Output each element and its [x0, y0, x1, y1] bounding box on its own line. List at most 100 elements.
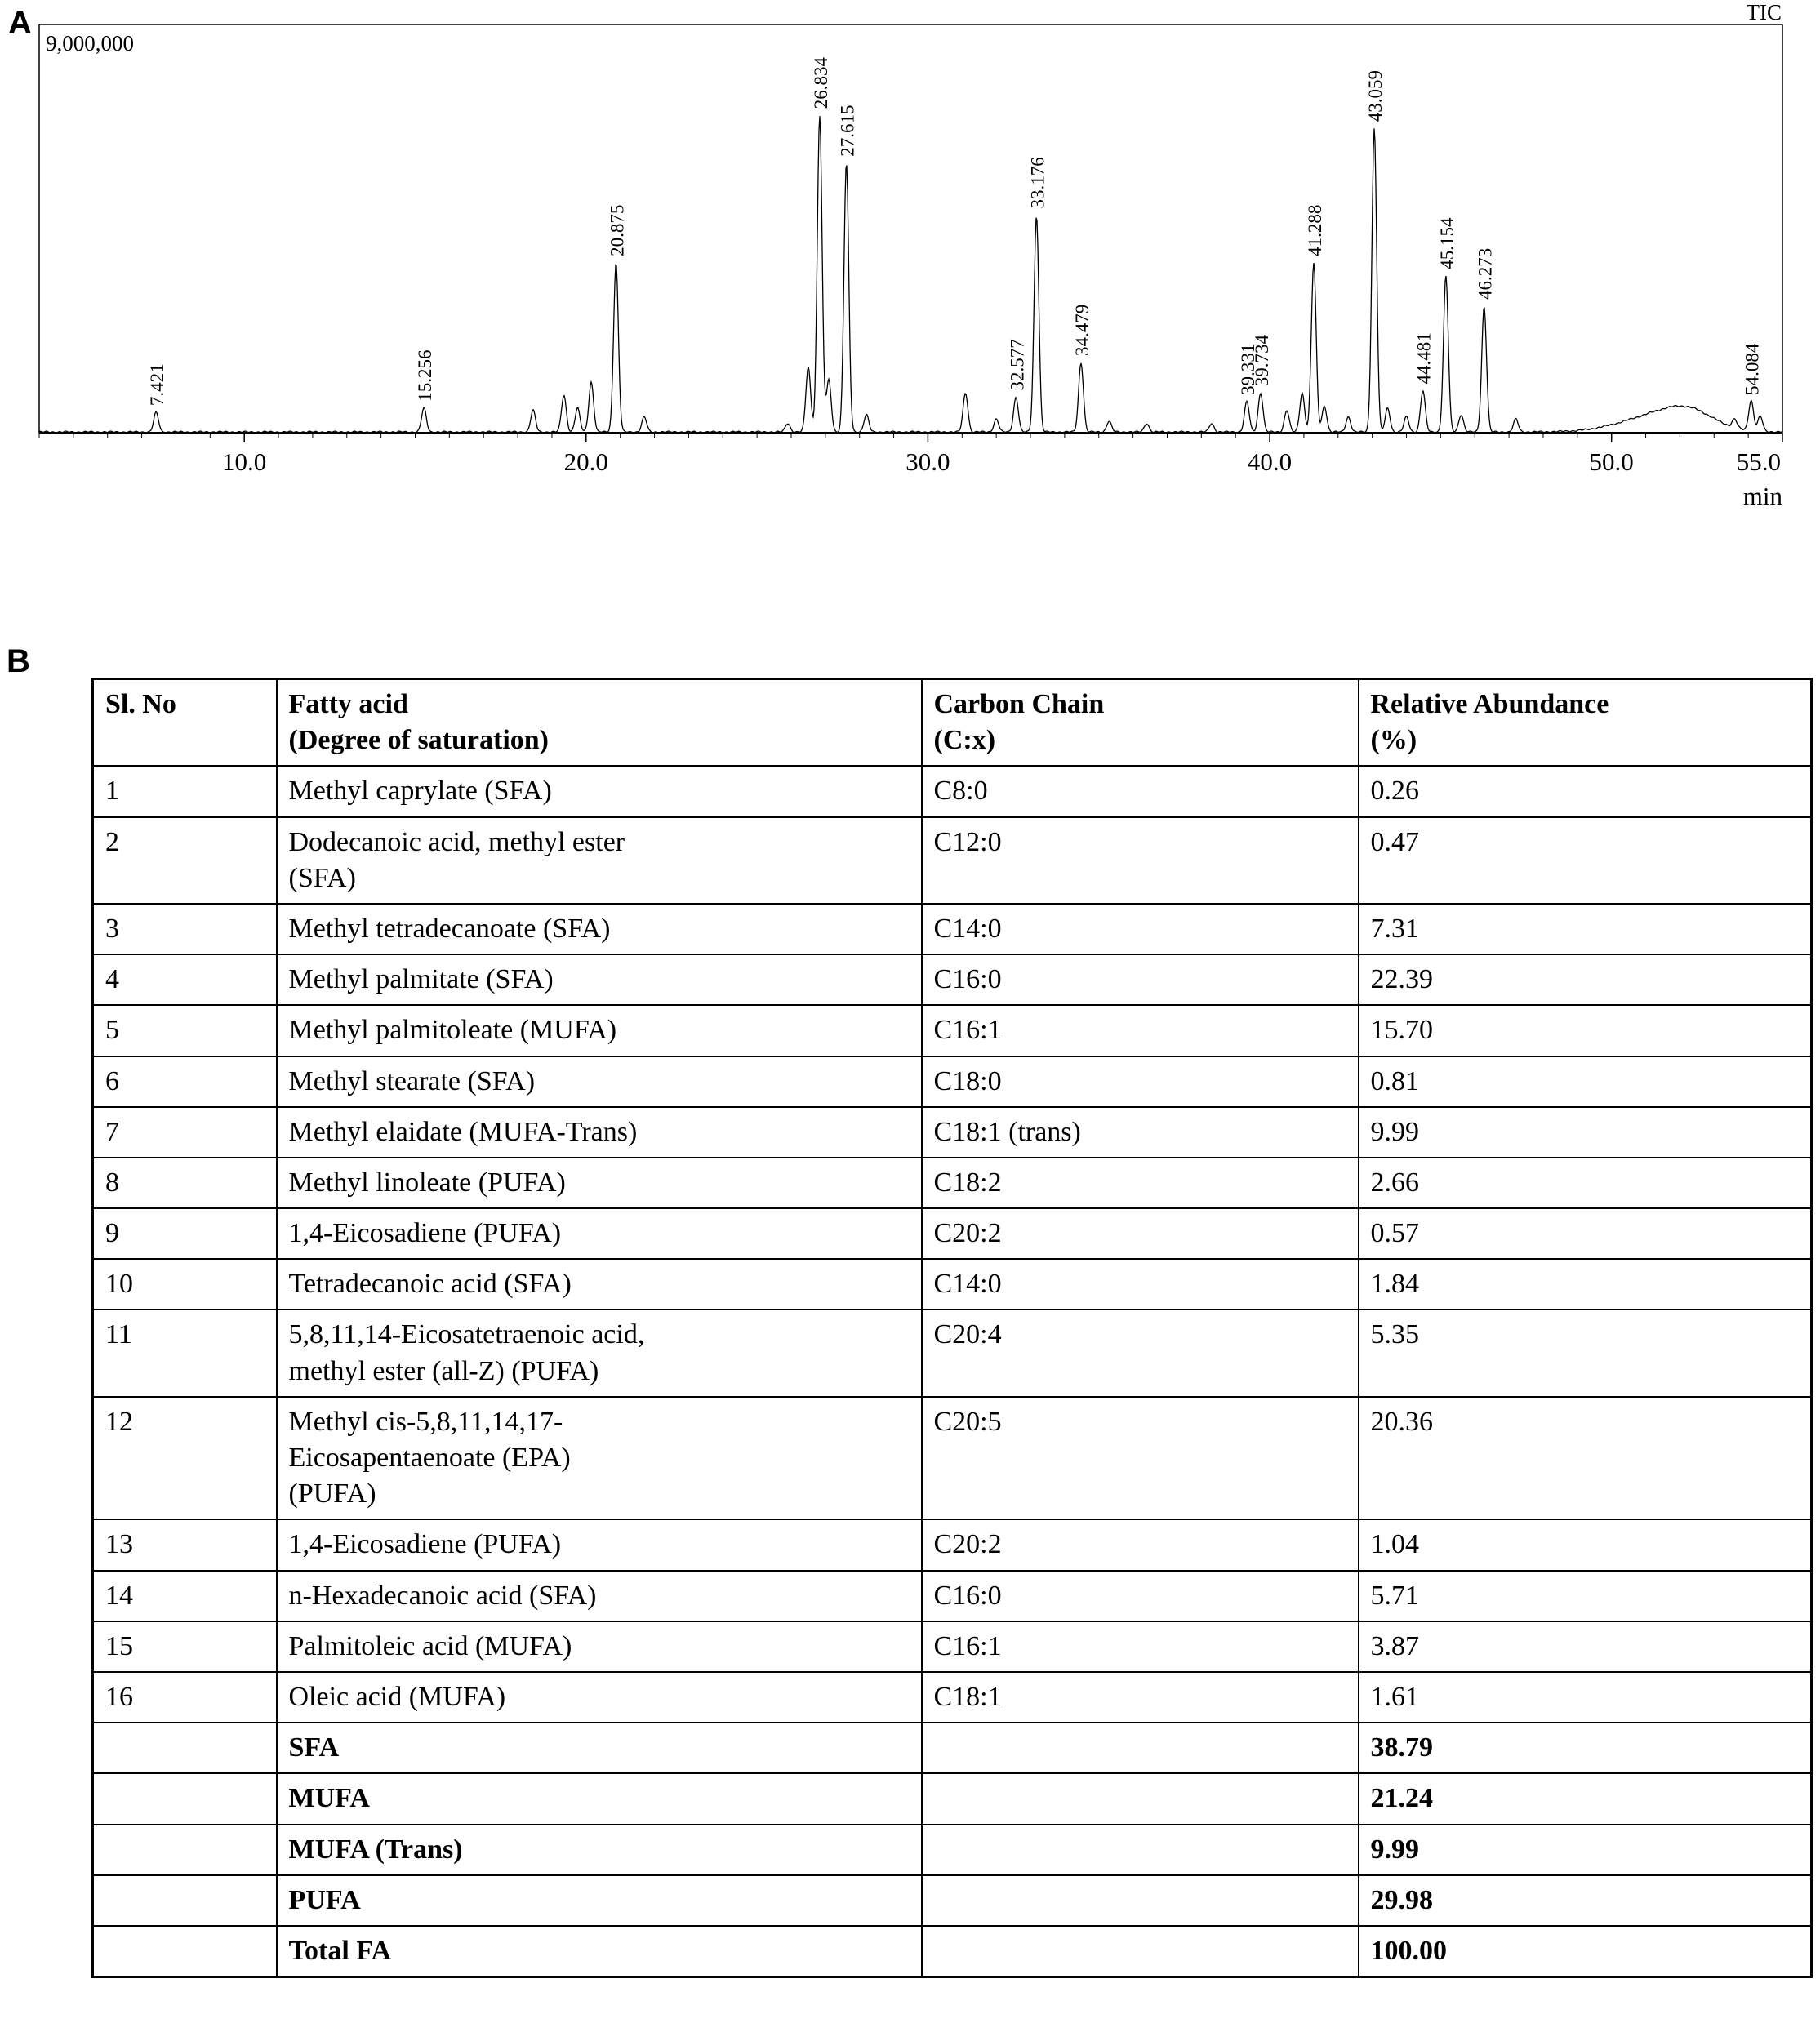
x-tick-label: 40.0: [1248, 447, 1292, 476]
cell-carbon-chain: [920, 1924, 1359, 1978]
summary-row: Total FA 100.00: [91, 1924, 1813, 1978]
y-axis-max-label: 9,000,000: [46, 31, 134, 56]
panel-a-label: A: [8, 5, 32, 41]
cell-fatty-acid: Methyl cis-5,8,11,14,17- Eicosapentaenoa…: [275, 1395, 923, 1521]
x-tick-label: 55.0: [1737, 447, 1781, 476]
cell-sl-no: 13: [91, 1519, 278, 1572]
cell-sl-no: [91, 1722, 278, 1775]
cell-summary-abundance: 100.00: [1357, 1924, 1813, 1978]
x-tick-label: 20.0: [564, 447, 608, 476]
chromatogram-trace: [38, 116, 1783, 434]
plot-frame: [38, 24, 1783, 434]
cell-carbon-chain: C8:0: [920, 765, 1359, 818]
table-row: 3 Methyl tetradecanoate (SFA) C14:0 7.31: [91, 902, 1813, 956]
cell-summary-label: SFA: [275, 1722, 923, 1775]
cell-relative-abundance: 5.71: [1357, 1569, 1813, 1622]
column-header-sl-no: Sl. No: [91, 678, 278, 767]
cell-carbon-chain: C16:0: [920, 1569, 1359, 1622]
cell-relative-abundance: 1.04: [1357, 1519, 1813, 1572]
cell-carbon-chain: [920, 1823, 1359, 1876]
table-row: 4 Methyl palmitate (SFA) C16:0 22.39: [91, 954, 1813, 1007]
x-tick-label: 10.0: [222, 447, 266, 476]
cell-fatty-acid: Tetradecanoic acid (SFA): [275, 1258, 923, 1311]
cell-relative-abundance: 20.36: [1357, 1395, 1813, 1521]
cell-carbon-chain: C20:5: [920, 1395, 1359, 1521]
table-row: 12 Methyl cis-5,8,11,14,17- Eicosapentaen…: [91, 1395, 1813, 1521]
table-row: 1 Methyl caprylate (SFA) C8:0 0.26: [91, 765, 1813, 818]
header-row: Sl. No Fatty acid (Degree of saturation) C…: [91, 678, 1813, 767]
cell-sl-no: 12: [91, 1395, 278, 1521]
table-row: 14 n-Hexadecanoic acid (SFA) C16:0 5.71: [91, 1569, 1813, 1622]
cell-summary-abundance: 21.24: [1357, 1772, 1813, 1825]
cell-carbon-chain: C20:2: [920, 1207, 1359, 1261]
x-tick-label: 50.0: [1590, 447, 1634, 476]
peak-label: 34.479: [1072, 305, 1092, 356]
table-row: 7 Methyl elaidate (MUFA-Trans) C18:1 (tran…: [91, 1105, 1813, 1158]
table-row: 13 1,4-Eicosadiene (PUFA) C20:2 1.04: [91, 1519, 1813, 1572]
cell-sl-no: 10: [91, 1258, 278, 1311]
peak-label: 44.481: [1414, 332, 1435, 384]
peak-label: 27.615: [838, 104, 858, 156]
cell-sl-no: 8: [91, 1156, 278, 1210]
cell-sl-no: 9: [91, 1207, 278, 1261]
peak-label: 46.273: [1475, 248, 1496, 300]
cell-carbon-chain: C20:4: [920, 1309, 1359, 1398]
summary-row: MUFA (Trans) 9.99: [91, 1823, 1813, 1876]
cell-sl-no: 1: [91, 765, 278, 818]
table-row: 11 5,8,11,14-Eicosatetraenoic acid, methy…: [91, 1309, 1813, 1398]
cell-sl-no: [91, 1772, 278, 1825]
cell-carbon-chain: C12:0: [920, 816, 1359, 905]
peak-label: 7.421: [147, 363, 167, 406]
cell-fatty-acid: Methyl tetradecanoate (SFA): [275, 902, 923, 956]
cell-carbon-chain: [920, 1874, 1359, 1927]
cell-fatty-acid: Methyl palmitate (SFA): [275, 954, 923, 1007]
cell-relative-abundance: 1.84: [1357, 1258, 1813, 1311]
cell-fatty-acid: n-Hexadecanoic acid (SFA): [275, 1569, 923, 1622]
cell-fatty-acid: Oleic acid (MUFA): [275, 1670, 923, 1724]
cell-relative-abundance: 0.81: [1357, 1055, 1813, 1108]
cell-fatty-acid: Palmitoleic acid (MUFA): [275, 1620, 923, 1673]
cell-fatty-acid: 1,4-Eicosadiene (PUFA): [275, 1519, 923, 1572]
cell-sl-no: 7: [91, 1105, 278, 1158]
cell-carbon-chain: C20:2: [920, 1519, 1359, 1572]
cell-sl-no: [91, 1823, 278, 1876]
cell-sl-no: 15: [91, 1620, 278, 1673]
tic-label: TIC: [1747, 0, 1782, 24]
peak-label: 32.577: [1007, 339, 1027, 390]
table-row: 8 Methyl linoleate (PUFA) C18:2 2.66: [91, 1156, 1813, 1210]
cell-carbon-chain: C16:1: [920, 1004, 1359, 1057]
table-row: 6 Methyl stearate (SFA) C18:0 0.81: [91, 1055, 1813, 1108]
cell-relative-abundance: 2.66: [1357, 1156, 1813, 1210]
peak-label: 15.256: [415, 350, 435, 402]
cell-fatty-acid: Methyl caprylate (SFA): [275, 765, 923, 818]
cell-carbon-chain: C16:0: [920, 954, 1359, 1007]
cell-carbon-chain: C14:0: [920, 1258, 1359, 1311]
cell-fatty-acid: Dodecanoic acid, methyl ester (SFA): [275, 816, 923, 905]
cell-fatty-acid: Methyl linoleate (PUFA): [275, 1156, 923, 1210]
chromatogram-plot: TIC 9,000,000 7.421 15.256 20.875 26.834 27.…: [38, 0, 1783, 510]
cell-carbon-chain: [920, 1772, 1359, 1825]
cell-sl-no: 11: [91, 1309, 278, 1398]
cell-sl-no: 4: [91, 954, 278, 1007]
cell-carbon-chain: C18:0: [920, 1055, 1359, 1108]
cell-relative-abundance: 3.87: [1357, 1620, 1813, 1673]
cell-fatty-acid: 5,8,11,14-Eicosatetraenoic acid, methyl …: [275, 1309, 923, 1398]
fatty-acid-composition-table: Sl. No Fatty acid (Degree of saturation) C…: [91, 678, 1813, 1979]
cell-fatty-acid: Methyl elaidate (MUFA-Trans): [275, 1105, 923, 1158]
cell-sl-no: [91, 1874, 278, 1927]
peak-label: 26.834: [811, 57, 831, 109]
cell-carbon-chain: C16:1: [920, 1620, 1359, 1673]
cell-summary-abundance: 38.79: [1357, 1722, 1813, 1775]
cell-relative-abundance: 22.39: [1357, 954, 1813, 1007]
column-header-relative-abundance: Relative Abundance (%): [1357, 678, 1813, 767]
peak-label: 20.875: [607, 205, 627, 256]
cell-summary-label: PUFA: [275, 1874, 923, 1927]
column-header-carbon-chain: Carbon Chain (C:x): [920, 678, 1359, 767]
summary-row: PUFA 29.98: [91, 1874, 1813, 1927]
cell-sl-no: 16: [91, 1670, 278, 1724]
table-row: 9 1,4-Eicosadiene (PUFA) C20:2 0.57: [91, 1207, 1813, 1261]
cell-fatty-acid: 1,4-Eicosadiene (PUFA): [275, 1207, 923, 1261]
x-tick-label: 30.0: [906, 447, 950, 476]
peak-retention-time-labels: 7.421 15.256 20.875 26.834 27.615 32.577 33.17…: [147, 57, 1762, 407]
peak-label: 54.084: [1742, 343, 1763, 395]
